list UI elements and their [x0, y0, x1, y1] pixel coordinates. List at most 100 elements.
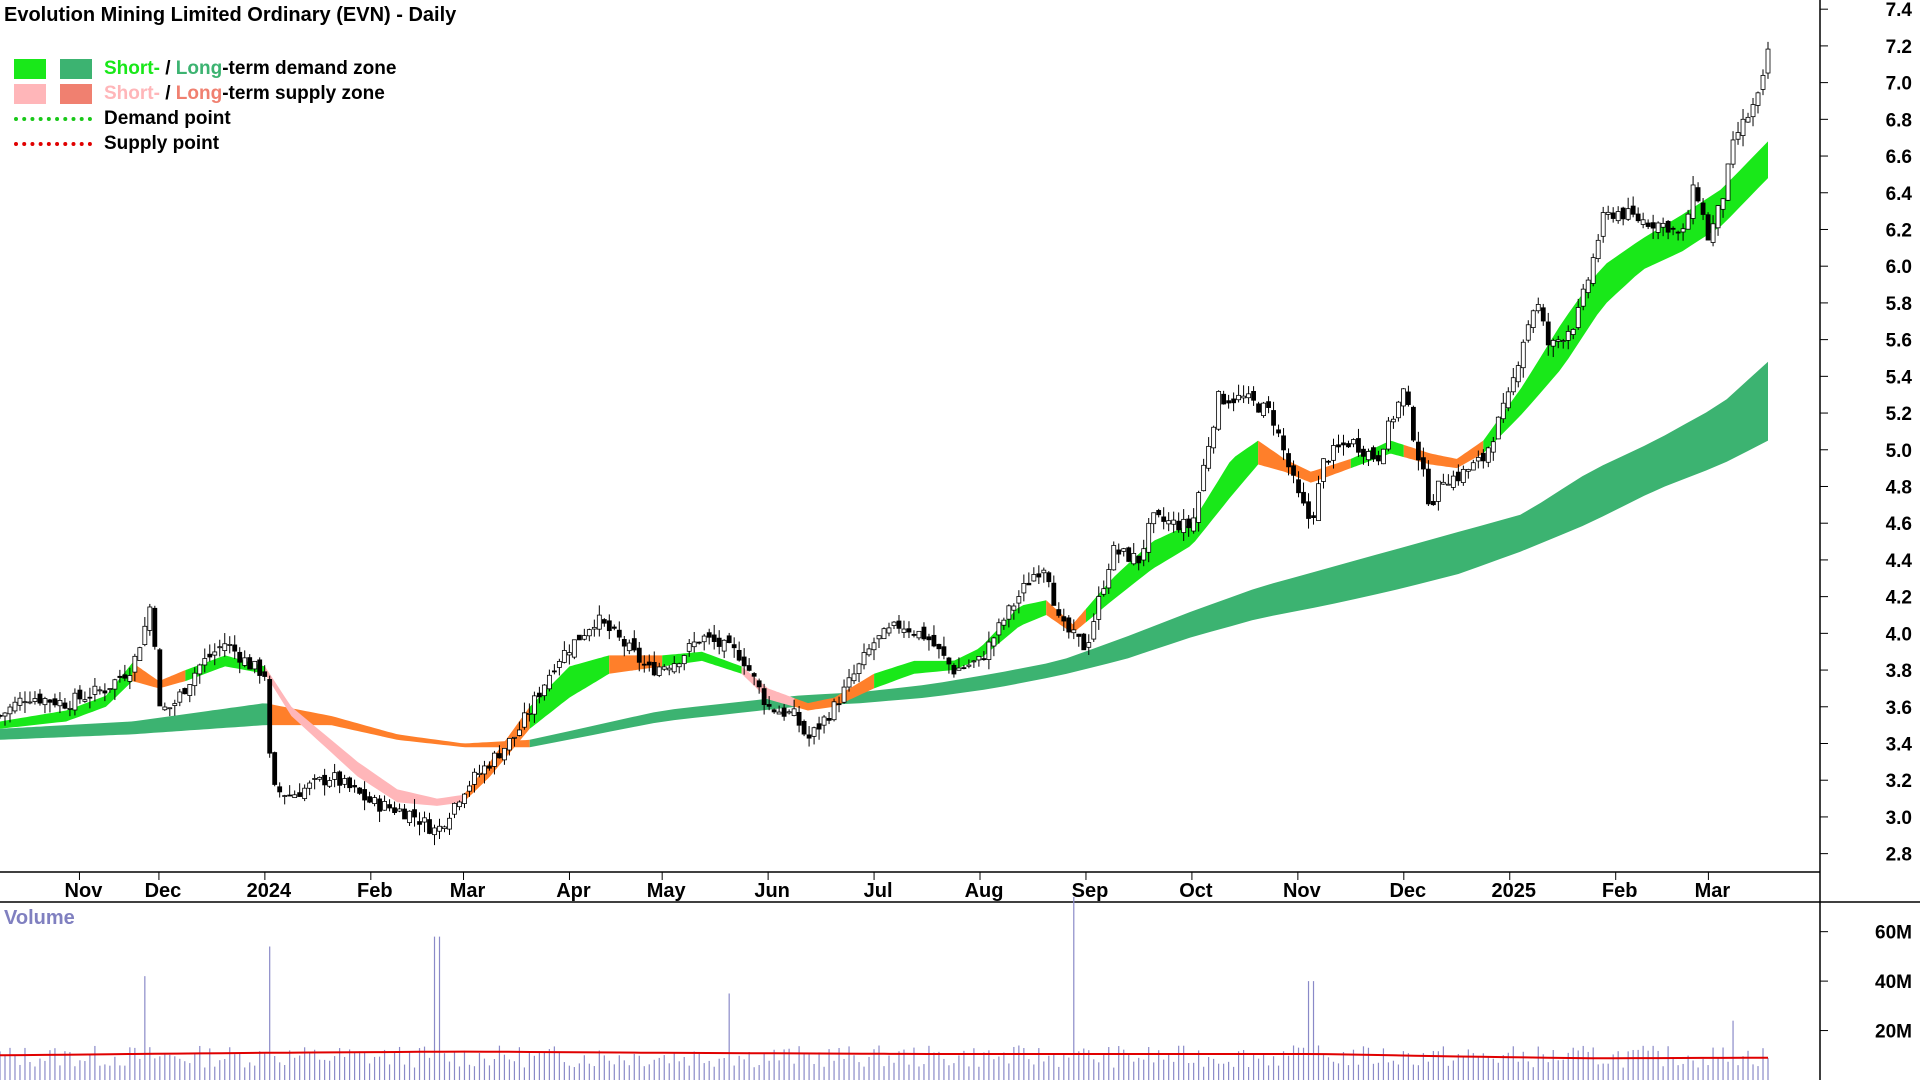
candle-body: [626, 642, 632, 652]
candle-body: [681, 655, 687, 665]
candle-body: [1525, 324, 1531, 341]
candle-body: [1186, 518, 1192, 529]
candle-body: [1126, 547, 1132, 562]
candle-body: [207, 653, 213, 658]
candle-body: [1406, 391, 1411, 405]
candle-body: [1366, 451, 1371, 461]
volume-axis-ticks: 20M 40M 60M: [1820, 923, 1912, 1043]
candle-body: [417, 821, 422, 825]
candle-body: [671, 663, 677, 673]
candle-body: [412, 809, 417, 818]
candle-body: [971, 660, 977, 663]
candle-body: [1765, 48, 1771, 74]
candle-body: [1026, 582, 1032, 586]
legend-supply-long: Long: [175, 82, 223, 104]
candle-body: [641, 663, 647, 666]
candle-body: [1590, 257, 1596, 284]
candle-body: [1560, 340, 1566, 342]
candle-body: [1206, 445, 1212, 469]
candle-body: [1341, 442, 1346, 446]
candle-body: [1216, 391, 1222, 430]
price-tick-label: 7.2: [1886, 37, 1912, 58]
candle-body: [97, 689, 103, 692]
candle-body: [1610, 212, 1616, 219]
candle-body: [407, 810, 412, 824]
candle-body: [751, 673, 757, 677]
candle-body: [1555, 339, 1561, 342]
candle-body: [1096, 596, 1102, 620]
candle-body: [1316, 483, 1321, 522]
candle-body: [1490, 441, 1496, 453]
candle-body: [721, 639, 727, 652]
candle-body: [541, 684, 547, 697]
candle-body: [911, 633, 917, 636]
candle-body: [382, 801, 387, 811]
candle-body: [1445, 483, 1451, 486]
price-candles: [0, 41, 1771, 846]
candle-body: [791, 708, 797, 716]
candle-body: [22, 701, 28, 704]
legend-demand-sep: /: [159, 57, 176, 79]
candle-body: [227, 644, 233, 646]
legend-supply-short: Short-: [104, 82, 160, 104]
candle-body: [1700, 202, 1706, 215]
candle-body: [127, 675, 133, 682]
candle-body: [312, 778, 318, 780]
candle-body: [656, 666, 662, 676]
price-tick-label: 7.4: [1886, 0, 1913, 21]
candle-body: [347, 777, 353, 789]
short-zone-segment-1: [132, 662, 186, 689]
chart-title: Evolution Mining Limited Ordinary (EVN) …: [4, 4, 457, 26]
candle-body: [92, 685, 98, 695]
legend-demand-zone: Short- / Long -term demand zone: [14, 56, 396, 81]
candle-body: [661, 666, 667, 670]
candle-body: [132, 655, 138, 673]
candle-body: [437, 825, 442, 832]
candle-body: [167, 707, 173, 710]
candle-body: [162, 706, 168, 711]
price-tick-label: 2.8: [1886, 845, 1912, 866]
candle-body: [771, 709, 777, 713]
legend-supply-zone: Short- / Long -term supply zone: [14, 81, 396, 106]
candle-body: [1131, 553, 1137, 565]
candle-body: [27, 701, 33, 704]
candle-body: [467, 785, 472, 792]
candle-body: [1415, 441, 1421, 461]
candle-body: [811, 727, 817, 737]
short-demand-swatch: [14, 58, 46, 79]
candle-body: [1710, 223, 1716, 243]
candle-body: [177, 691, 183, 703]
candle-body: [287, 794, 293, 797]
candle-body: [1620, 207, 1626, 220]
candle-body: [706, 632, 712, 638]
candle-body: [472, 771, 477, 785]
short-zone-segment-10: [874, 600, 1047, 689]
candle-body: [1735, 132, 1741, 140]
candle-body: [1346, 443, 1351, 448]
candle-body: [212, 651, 218, 656]
candle-body: [337, 771, 343, 786]
candle-body: [651, 661, 657, 676]
candle-body: [1241, 395, 1246, 399]
price-tick-label: 6.0: [1886, 257, 1912, 278]
short-zone-segment-12: [1086, 440, 1259, 623]
candle-body: [1625, 208, 1631, 220]
price-tick-label: 4.2: [1886, 588, 1912, 609]
candle-body: [666, 667, 672, 671]
candle-body: [611, 626, 617, 629]
candle-body: [1051, 582, 1057, 606]
candle-body: [307, 782, 313, 789]
short-zone-segment-13: [1258, 440, 1351, 483]
candle-body: [1665, 220, 1671, 233]
legend-supply-rest: -term supply zone: [222, 82, 385, 104]
candle-body: [1141, 548, 1147, 561]
candle-body: [736, 649, 742, 661]
candle-body: [1211, 426, 1217, 449]
price-tick-label: 5.4: [1886, 367, 1913, 388]
candle-body: [851, 673, 857, 682]
candle-body: [786, 711, 792, 714]
candle-body: [866, 648, 872, 656]
price-tick-label: 7.0: [1886, 74, 1912, 95]
